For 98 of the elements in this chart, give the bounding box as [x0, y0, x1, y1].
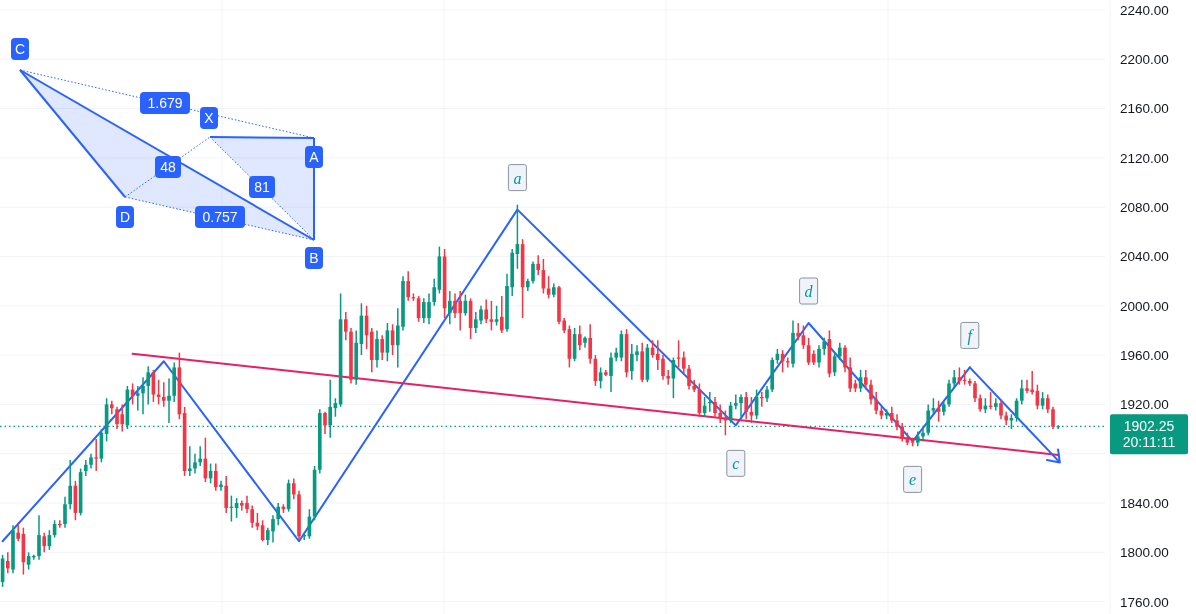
y-tick-label: 2240.00	[1120, 2, 1169, 18]
y-tick-label: 1960.00	[1120, 348, 1169, 364]
candlestick	[406, 270, 411, 302]
candlestick	[499, 295, 504, 334]
candlestick	[63, 496, 67, 529]
candlestick	[1056, 424, 1061, 430]
candlestick	[42, 531, 47, 554]
candlestick	[198, 445, 203, 467]
candlestick	[687, 364, 691, 391]
candlestick	[759, 391, 764, 408]
candlestick	[999, 398, 1003, 420]
candlestick	[785, 356, 790, 369]
candlestick	[494, 305, 499, 327]
text: 20:11:11	[1122, 434, 1176, 451]
candlestick	[531, 260, 535, 285]
candlestick	[141, 376, 145, 416]
candlestick	[291, 477, 296, 501]
candlestick	[37, 514, 41, 561]
candlestick	[681, 350, 686, 375]
y-tick-label: 1800.00	[1120, 545, 1169, 561]
candlestick	[323, 411, 327, 435]
candlestick	[900, 422, 905, 443]
y-tick-label: 2000.00	[1120, 298, 1169, 314]
candlestick	[94, 438, 99, 472]
candlestick	[375, 329, 379, 369]
candlestick	[161, 381, 166, 408]
candlestick	[1045, 393, 1050, 414]
candlestick	[707, 391, 712, 413]
candlestick	[718, 403, 723, 424]
candlestick	[577, 324, 582, 351]
y-tick-label: 2080.00	[1120, 200, 1169, 216]
annotation: B	[309, 250, 319, 266]
candlestick	[68, 459, 73, 510]
annotation: c	[732, 455, 740, 473]
y-tick-label: 2160.00	[1120, 101, 1169, 117]
annotation: X	[204, 110, 215, 126]
candlestick	[1019, 378, 1024, 406]
candlestick	[167, 377, 171, 424]
candlestick	[343, 311, 348, 342]
candlestick	[109, 399, 114, 416]
ref-line-label: 1902.25	[1123, 418, 1175, 435]
candlestick	[447, 290, 452, 326]
candlestick	[874, 391, 879, 416]
candlestick	[796, 322, 801, 342]
candlestick	[57, 519, 62, 529]
annotation: a	[513, 169, 522, 187]
candlestick	[817, 344, 821, 369]
annotation: 81	[254, 179, 270, 195]
candlestick	[744, 391, 749, 420]
candlestick	[276, 502, 281, 526]
y-tick-label: 1760.00	[1120, 594, 1169, 610]
candlestick	[213, 462, 218, 492]
candlestick	[135, 385, 140, 412]
annotation: d	[804, 283, 814, 301]
candlestick	[489, 300, 494, 332]
candlestick	[869, 378, 873, 406]
candlestick	[146, 365, 151, 406]
candlestick	[947, 378, 951, 408]
candlestick	[302, 531, 307, 541]
candlestick	[5, 551, 10, 575]
candlestick	[973, 380, 977, 403]
candlestick	[16, 522, 21, 543]
y-tick-label: 2040.00	[1120, 249, 1169, 265]
y-tick-label: 1920.00	[1120, 397, 1169, 413]
annotation: C	[14, 41, 26, 57]
candlestick	[224, 475, 229, 514]
candlestick	[609, 351, 613, 393]
annotation: 48	[160, 159, 176, 175]
candlestick	[1051, 406, 1055, 430]
y-tick-label: 2200.00	[1120, 52, 1169, 68]
candlestick	[328, 378, 333, 439]
candlestick	[713, 396, 717, 418]
candlestick	[432, 277, 437, 307]
candlestick	[588, 323, 593, 365]
candlestick	[380, 334, 385, 361]
candlestick	[193, 452, 197, 475]
annotation: f	[967, 327, 975, 346]
candlestick	[484, 298, 489, 324]
y-tick-label: 1840.00	[1120, 496, 1169, 512]
candlestick	[31, 554, 36, 561]
candlestick	[926, 403, 931, 436]
annotation: e	[909, 471, 917, 489]
candlestick	[993, 397, 998, 412]
candlestick	[936, 399, 941, 423]
annotation: A	[309, 149, 320, 165]
candlestick	[921, 428, 925, 443]
candlestick	[250, 504, 255, 529]
candlestick	[666, 369, 671, 386]
candlestick	[848, 356, 853, 393]
candlestick	[843, 344, 847, 374]
annotation: 0.757	[202, 209, 238, 225]
annotation: 1.679	[147, 95, 183, 111]
candlestick	[863, 369, 868, 391]
candlestick	[536, 254, 541, 276]
candlestick	[739, 393, 743, 418]
y-tick-label: 2120.00	[1120, 150, 1169, 166]
annotation: D	[119, 209, 131, 225]
candlestick	[733, 393, 738, 411]
